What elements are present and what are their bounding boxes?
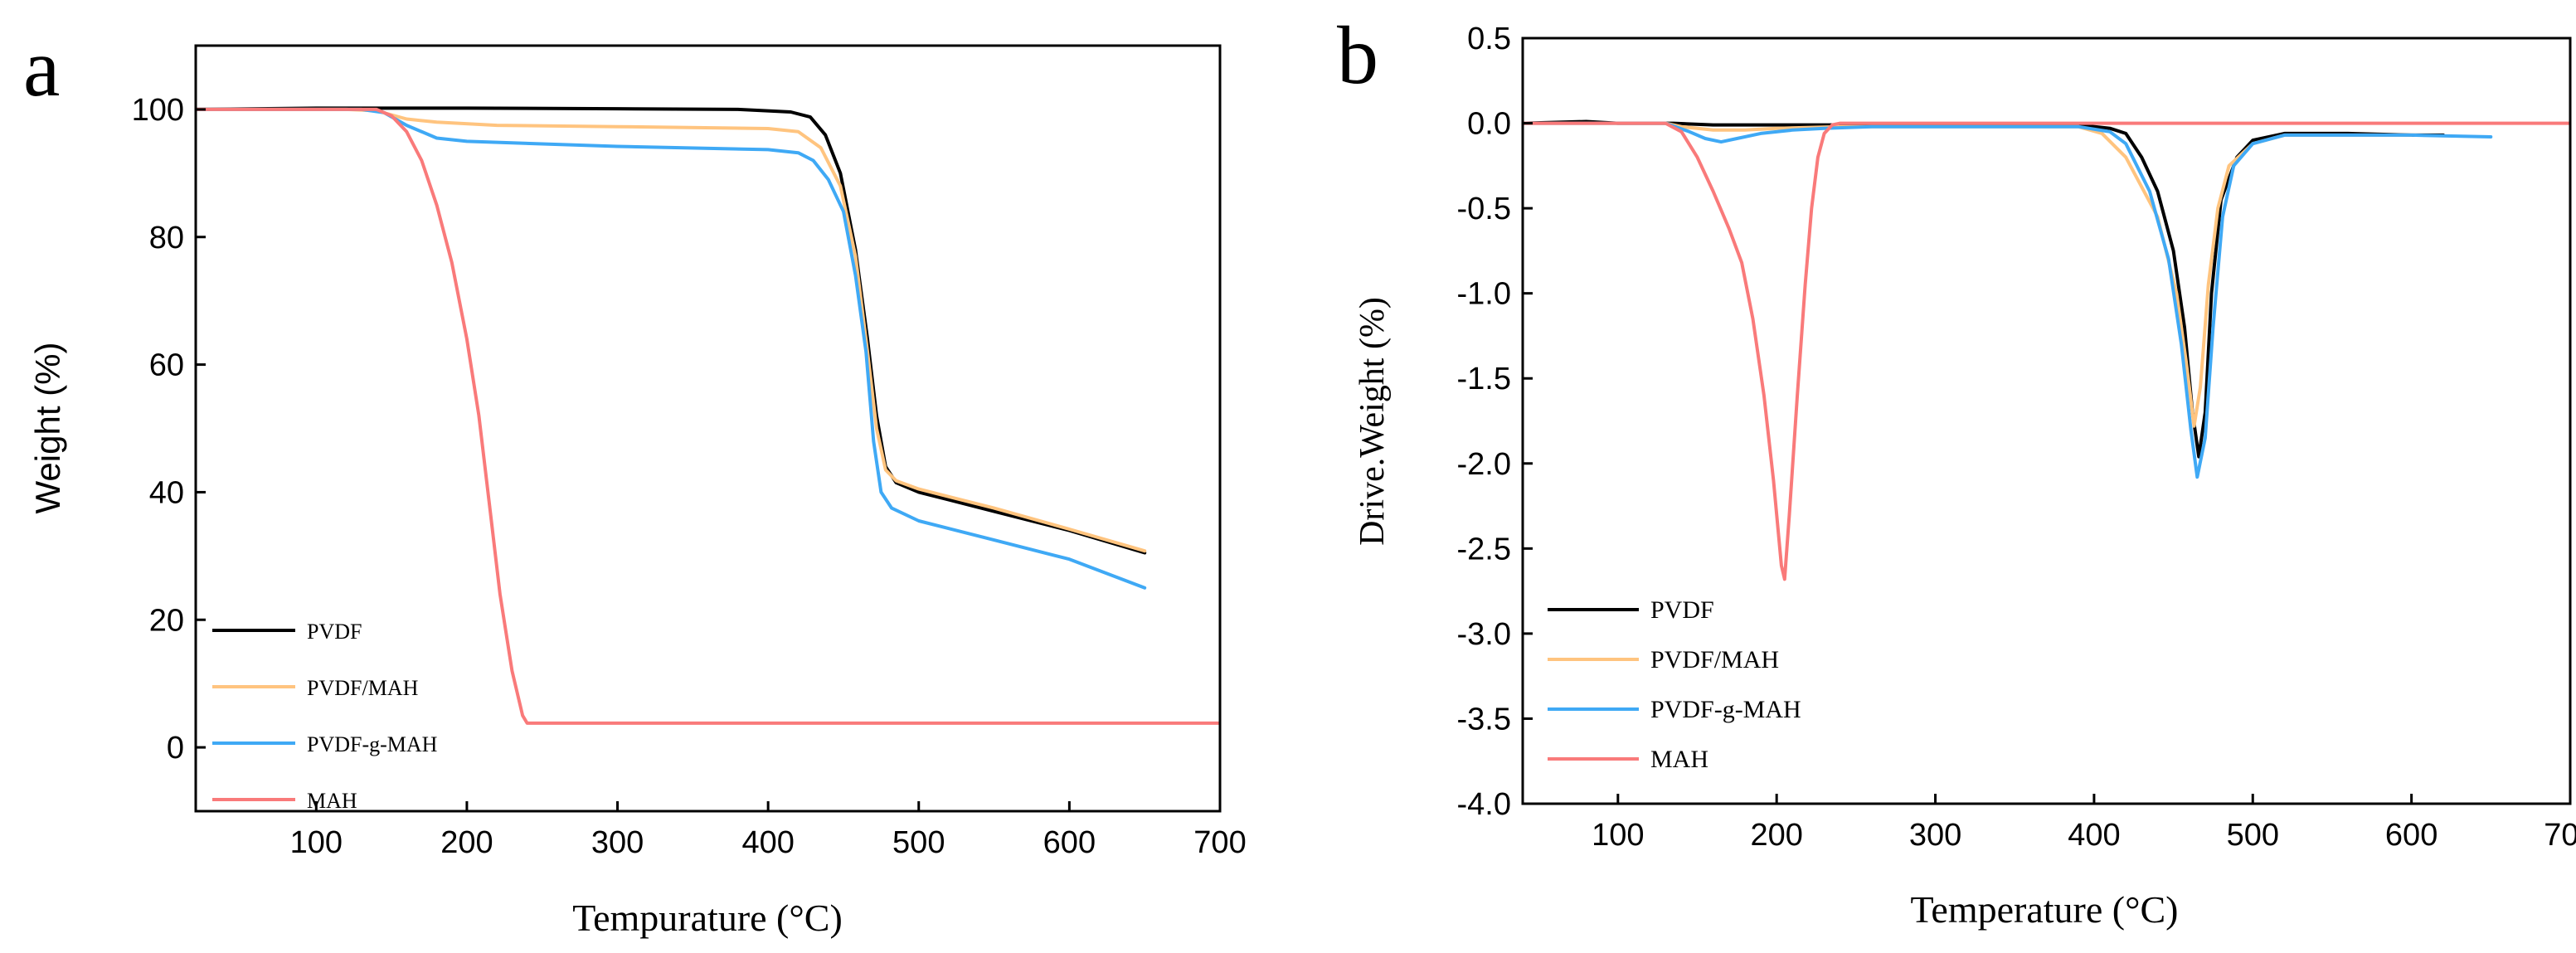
panel-b-y-tick-label: -3.0 [1457, 617, 1511, 652]
panel-b-y-tick-label: -2.5 [1457, 532, 1511, 566]
panel-a-series-mah [196, 107, 1220, 725]
panel-b-series-pvdf-g-mah [1523, 121, 2493, 479]
panel-b-y-axis-title: Drive.Weight (%) [1354, 297, 1392, 546]
panel-b-x-tick-label: 600 [2385, 818, 2437, 853]
panel-b-legend-label: MAH [1650, 746, 1708, 773]
panel-b-y-axis: 0.5 0.0 -0.5 -1.0 -1.5 -2.0 -2.5 -3.0 -3.5 -4.0 [1457, 22, 1533, 822]
panel-b-legend-label: PVDF/MAH [1650, 646, 1779, 673]
panel-a-x-tick-label: 500 [892, 825, 945, 860]
panel-b-y-tick-label: -4.0 [1457, 787, 1511, 822]
panel-a-legend-label: MAH [307, 789, 357, 813]
panel-a-y-tick-label: 80 [149, 221, 184, 255]
panel-b-series-mah [1523, 121, 2570, 581]
panel-b-series-pvdf [1523, 119, 2445, 459]
panel-a-series-pvdf-mah [196, 107, 1147, 553]
panel-b-y-tick-label: -2.0 [1457, 447, 1511, 482]
panel-a: a 100 200 300 400 500 600 700 0 20 40 60 80 100 Tem… [23, 22, 1247, 939]
panel-a-label: a [23, 22, 60, 114]
panel-b-label: b [1337, 9, 1378, 101]
panel-a-x-axis: 100 200 300 400 500 600 700 [290, 801, 1247, 860]
panel-b: b 100 200 300 400 500 600 700 0.5 0.0 -0.5 -1.0 -1… [1337, 9, 2576, 931]
panel-b-x-tick-label: 300 [1909, 818, 1961, 853]
panel-b-x-tick-label: 100 [1592, 818, 1644, 853]
panel-a-plot-area [196, 106, 1220, 725]
panel-b-x-axis: 100 200 300 400 500 600 700 [1592, 794, 2576, 853]
panel-b-y-tick-label: 0.5 [1467, 22, 1511, 56]
panel-a-x-tick-label: 100 [290, 825, 343, 860]
panel-a-frame [194, 44, 1222, 813]
panel-a-x-tick-label: 600 [1043, 825, 1096, 860]
panel-b-legend-label: PVDF [1650, 596, 1714, 624]
panel-b-frame [1521, 36, 2572, 805]
panel-b-y-tick-label: -1.5 [1457, 362, 1511, 396]
panel-b-x-tick-label: 400 [2068, 818, 2120, 853]
panel-a-y-tick-label: 20 [149, 603, 184, 638]
panel-b-y-tick-label: -0.5 [1457, 192, 1511, 226]
panel-b-y-tick-label: -1.0 [1457, 277, 1511, 312]
panel-a-x-tick-label: 200 [440, 825, 493, 860]
panel-a-y-tick-label: 40 [149, 475, 184, 510]
panel-a-series-pvdf [196, 106, 1147, 555]
panel-b-x-axis-title: Temperature (°C) [1911, 888, 2179, 931]
panel-b-x-tick-label: 500 [2227, 818, 2279, 853]
panel-b-legend: PVDF PVDF/MAH PVDF-g-MAH MAH [1548, 596, 1801, 773]
panel-a-legend: PVDF PVDF/MAH PVDF-g-MAH MAH [212, 620, 438, 813]
panel-a-series-pvdf-g-mah [196, 107, 1147, 590]
panel-b-y-tick-label: 0.0 [1467, 107, 1511, 142]
panel-a-y-tick-label: 60 [149, 348, 184, 383]
panel-a-x-axis-title: Tempurature (°C) [572, 897, 843, 939]
panel-a-y-tick-label: 100 [132, 93, 184, 128]
panel-a-y-axis-title: Weight (%) [28, 343, 67, 514]
panel-a-legend-label: PVDF [307, 620, 362, 644]
panel-b-plot-area [1523, 119, 2570, 581]
panel-a-y-tick-label: 0 [167, 731, 184, 766]
panel-b-x-tick-label: 200 [1750, 818, 1802, 853]
panel-a-x-tick-label: 300 [591, 825, 644, 860]
panel-a-legend-label: PVDF/MAH [307, 676, 419, 700]
panel-a-x-tick-label: 700 [1193, 825, 1246, 860]
panel-a-y-axis: 0 20 40 60 80 100 [132, 93, 206, 766]
panel-b-legend-label: PVDF-g-MAH [1650, 696, 1801, 723]
panel-a-x-tick-label: 400 [741, 825, 794, 860]
panel-b-y-tick-label: -3.5 [1457, 702, 1511, 737]
panel-b-x-tick-label: 700 [2544, 818, 2576, 853]
panel-a-legend-label: PVDF-g-MAH [307, 732, 438, 756]
